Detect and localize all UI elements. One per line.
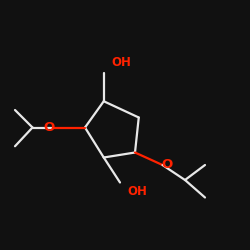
Text: OH: OH — [111, 56, 131, 69]
Text: O: O — [43, 121, 54, 134]
Text: O: O — [162, 158, 172, 172]
Text: OH: OH — [128, 185, 148, 198]
